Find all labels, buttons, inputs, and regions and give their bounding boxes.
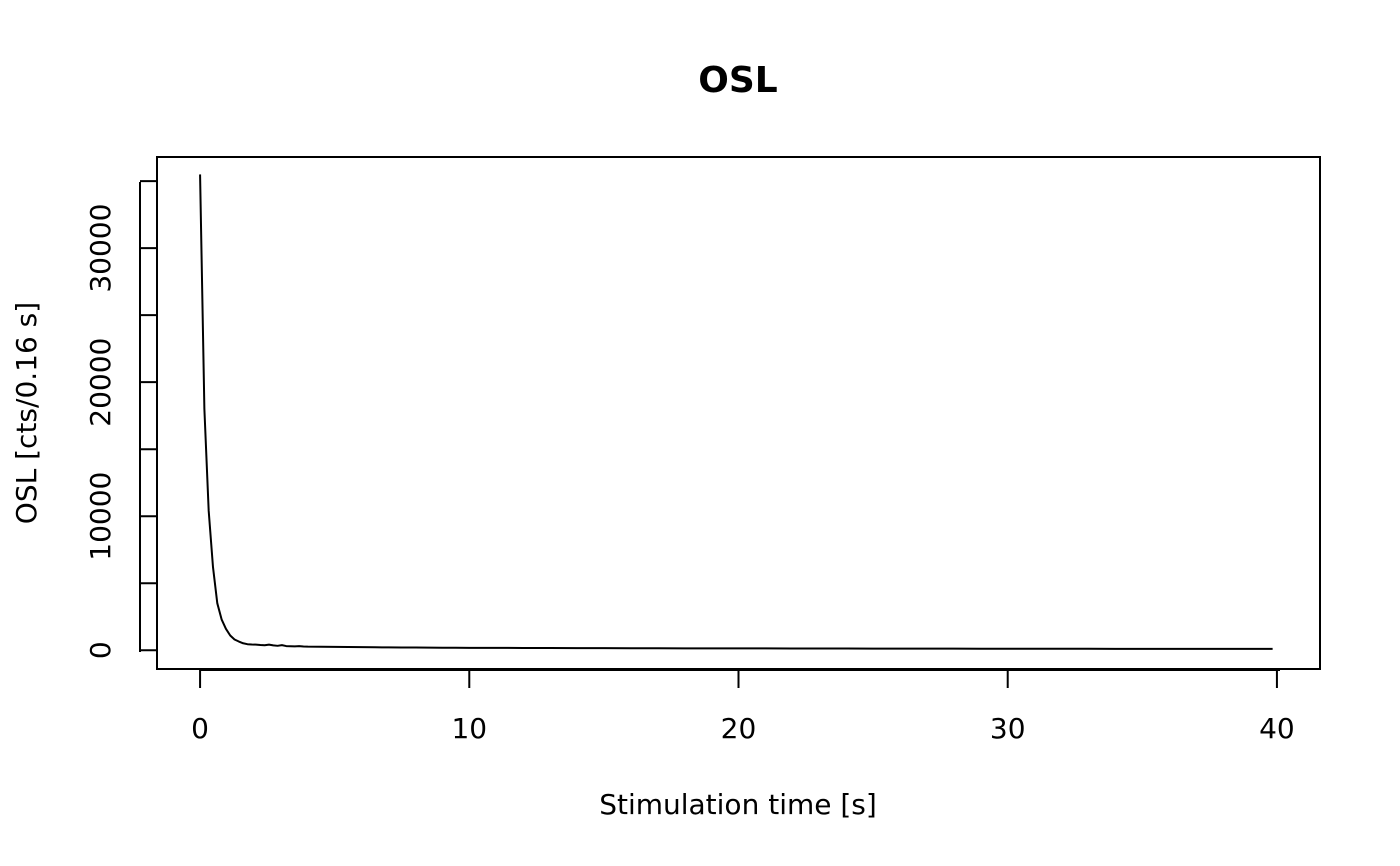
x-ticks bbox=[199, 670, 1278, 688]
y-ticks bbox=[140, 180, 157, 652]
x-tick-label: 20 bbox=[721, 712, 757, 745]
y-tick-label: 30000 bbox=[84, 204, 117, 293]
y-tick-label: 10000 bbox=[84, 472, 117, 561]
y-tick-label: 20000 bbox=[84, 338, 117, 427]
x-axis: 0 10 20 30 40 bbox=[191, 669, 1295, 745]
y-axis-label: OSL [cts/0.16 s] bbox=[10, 302, 43, 524]
osl-curve bbox=[199, 174, 1273, 650]
y-tick-labels: 0 10000 20000 30000 bbox=[84, 204, 117, 660]
x-tick-labels: 0 10 20 30 40 bbox=[191, 712, 1295, 745]
x-tick-label: 30 bbox=[990, 712, 1026, 745]
y-tick-label: 0 bbox=[84, 641, 117, 659]
x-tick-label: 40 bbox=[1259, 712, 1295, 745]
x-axis-label: Stimulation time [s] bbox=[599, 788, 877, 821]
y-axis: 0 10000 20000 30000 bbox=[84, 180, 157, 660]
plot-frame bbox=[156, 156, 1321, 670]
x-tick-label: 10 bbox=[451, 712, 487, 745]
x-tick-label: 0 bbox=[191, 712, 209, 745]
chart-title: OSL bbox=[698, 60, 777, 101]
